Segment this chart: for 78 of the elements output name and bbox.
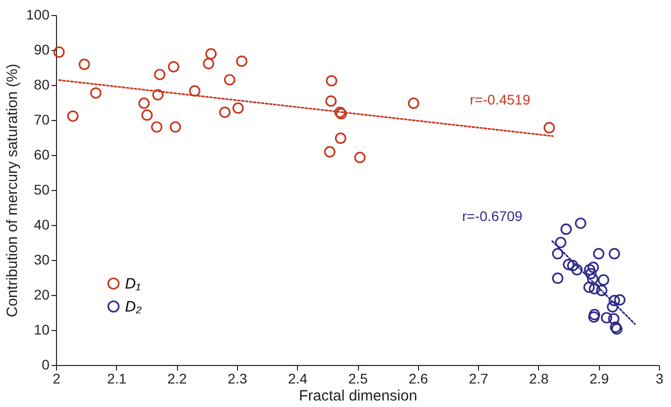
point: [593, 248, 604, 260]
y-tick-label: 100: [26, 6, 50, 22]
point: [600, 312, 612, 324]
x-tick-label: 2.6: [408, 370, 428, 386]
point: [334, 132, 346, 144]
point: [588, 311, 600, 323]
x-tick-label: 2.9: [589, 370, 610, 386]
point: [219, 106, 231, 118]
y-tick-label: 10: [34, 322, 50, 338]
x-tick-label: 2.5: [348, 370, 368, 386]
x-tick-label: 2.7: [468, 370, 489, 386]
point: [571, 264, 583, 276]
point: [224, 74, 236, 86]
point: [606, 301, 618, 313]
point: [232, 102, 244, 114]
point: [544, 122, 555, 134]
point: [608, 294, 620, 306]
point: [202, 58, 214, 70]
y-tick-label: 30: [34, 252, 50, 268]
y-tick-label: 50: [34, 182, 50, 198]
point: [189, 85, 200, 97]
point: [53, 46, 65, 58]
x-tick-label: 2.2: [167, 370, 188, 386]
point: [585, 268, 597, 280]
point: [151, 121, 162, 133]
point: [354, 152, 366, 164]
y-tick-label: 90: [34, 42, 50, 58]
y-axis-title: Contribution of mercury saturation (%): [4, 64, 22, 318]
point: [586, 273, 598, 285]
point: [583, 282, 595, 293]
y-tick-label: 60: [34, 146, 50, 162]
x-tick-label: 2.1: [107, 370, 127, 386]
point: [574, 218, 586, 229]
point: [567, 260, 578, 272]
y-tick-label: 70: [34, 112, 50, 128]
point: [588, 308, 600, 320]
x-tick-label: 2: [52, 370, 61, 386]
point: [588, 262, 599, 274]
point: [608, 313, 620, 324]
point: [67, 110, 79, 122]
y-tick-label: 80: [34, 76, 50, 92]
x-tick-label: 2.4: [288, 370, 308, 386]
point: [555, 236, 566, 248]
point: [154, 68, 166, 80]
point: [552, 248, 564, 260]
point: [608, 248, 620, 260]
annotation: r=-0.4519: [470, 92, 530, 108]
point: [78, 58, 90, 70]
point: [236, 56, 248, 67]
point: [325, 95, 337, 107]
x-tick-label: 2.8: [529, 370, 549, 386]
point: [170, 121, 182, 133]
point: [408, 98, 420, 109]
point: [138, 98, 150, 109]
y-tick-label: 20: [34, 286, 50, 302]
point: [596, 284, 608, 296]
point: [326, 75, 338, 86]
point: [90, 87, 102, 99]
point: [588, 283, 600, 294]
point: [141, 109, 153, 121]
point: [598, 274, 610, 286]
point: [562, 258, 574, 270]
point: [614, 294, 626, 306]
point: [584, 264, 596, 276]
point: [552, 272, 564, 284]
annotation: r=-0.6709: [462, 208, 523, 224]
point: [205, 48, 217, 60]
point: [324, 146, 336, 158]
y-tick-label: 40: [34, 216, 50, 232]
x-axis-title: Fractal dimension: [298, 388, 418, 404]
x-tick-label: 3: [656, 370, 664, 386]
x-tick-label: 2.3: [228, 370, 248, 386]
point: [152, 89, 164, 100]
point: [560, 224, 572, 235]
point: [168, 61, 180, 72]
legend-label: D₂: [125, 298, 142, 316]
legend-label: D₁: [125, 276, 141, 292]
y-tick-label: 0: [42, 356, 50, 372]
